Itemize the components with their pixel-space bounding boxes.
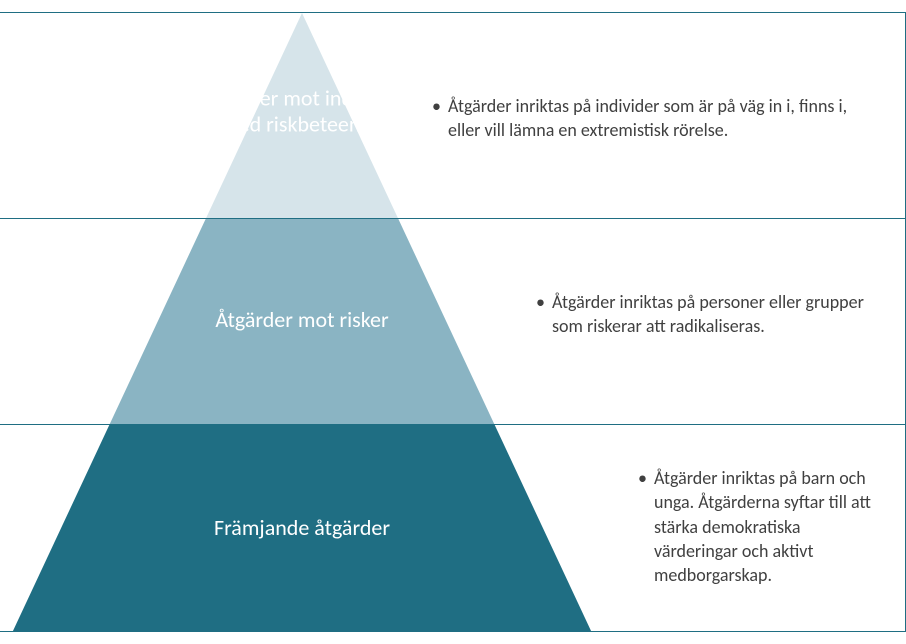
tier-bullet-top: Åtgärder inriktas på individer som är på… bbox=[448, 94, 876, 143]
tier-bullet-bottom: Åtgärder inriktas på barn och unga. Åtgä… bbox=[654, 466, 882, 587]
pyramid-diagram: Åtgärder mot individer med riskbeteendeÅ… bbox=[0, 0, 906, 644]
tier-bullet-middle: Åtgärder inriktas på personer eller grup… bbox=[552, 290, 872, 339]
